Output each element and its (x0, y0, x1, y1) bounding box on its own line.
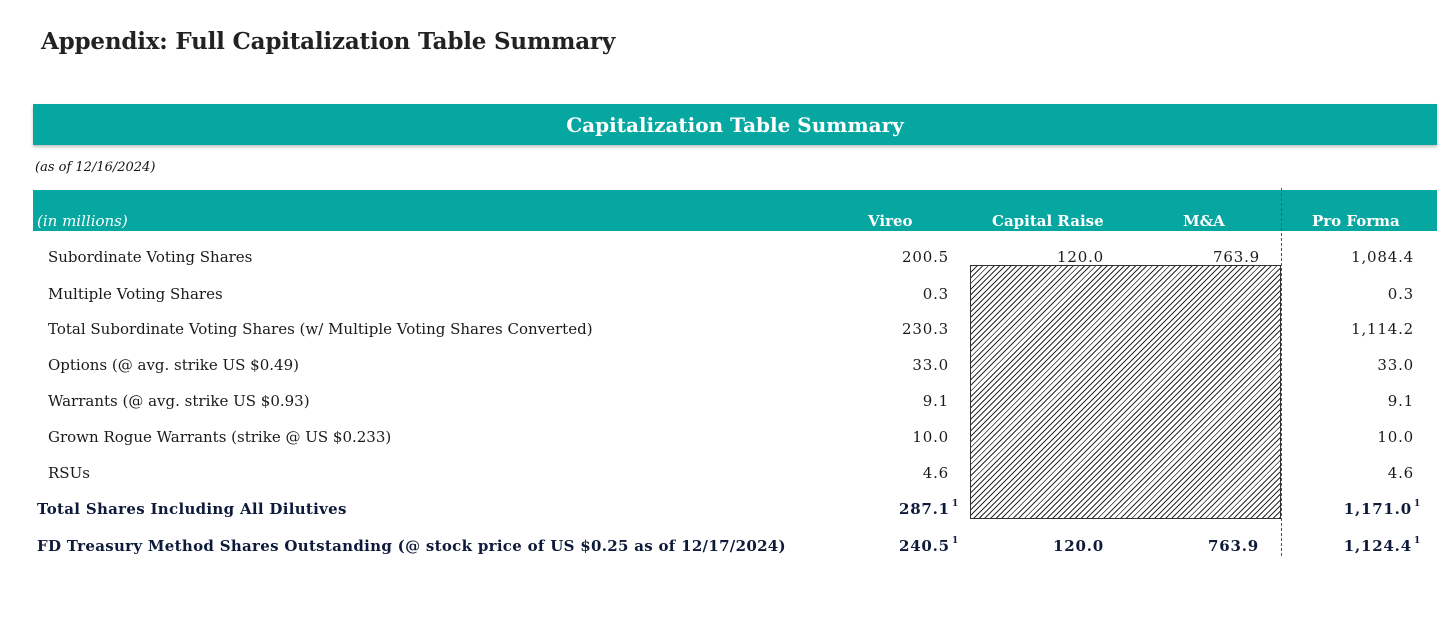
vireo-value: 10.0 (912, 428, 949, 446)
footnote-marker: 1 (1413, 499, 1421, 509)
vireo-value: 33.0 (912, 356, 949, 374)
pro-forma-value: 0.3 (1387, 285, 1414, 303)
vireo-value: 240.5 1 (898, 536, 959, 555)
table-row: Warrants (@ avg. strike US $0.93) 9.1 9.… (0, 392, 1456, 416)
row-label: Options (@ avg. strike US $0.49) (48, 356, 299, 374)
table-row-fd-treasury: FD Treasury Method Shares Outstanding (@… (0, 536, 1456, 561)
hatched-empty-area (970, 265, 1281, 519)
vireo-value: 4.6 (922, 464, 949, 482)
pro-forma-value: 1,171.0 1 (1343, 499, 1421, 518)
pro-forma-value: 10.0 (1377, 428, 1414, 446)
vireo-value: 230.3 (902, 320, 949, 338)
table-row: Multiple Voting Shares 0.3 0.3 (0, 285, 1456, 309)
footnote-marker: 1 (951, 536, 959, 546)
column-header-vireo: Vireo (868, 212, 913, 230)
table-row: Options (@ avg. strike US $0.49) 33.0 33… (0, 356, 1456, 380)
row-label: Total Subordinate Voting Shares (w/ Mult… (48, 320, 593, 338)
as-of-date: (as of 12/16/2024) (35, 160, 156, 175)
table-row: Grown Rogue Warrants (strike @ US $0.233… (0, 428, 1456, 452)
vireo-value: 9.1 (922, 392, 949, 410)
page-title: Appendix: Full Capitalization Table Summ… (41, 28, 616, 55)
pro-forma-value: 1,124.4 1 (1343, 536, 1421, 555)
row-label: RSUs (48, 464, 90, 482)
table-row: Subordinate Voting Shares 200.5 120.0 76… (0, 248, 1456, 272)
pro-forma-value: 4.6 (1387, 464, 1414, 482)
row-label: FD Treasury Method Shares Outstanding (@… (37, 537, 786, 555)
row-label: Subordinate Voting Shares (48, 248, 253, 266)
column-header-pro-forma: Pro Forma (1312, 212, 1400, 230)
row-label: Grown Rogue Warrants (strike @ US $0.233… (48, 428, 392, 446)
footnote-marker: 1 (951, 499, 959, 509)
vireo-value: 287.1 1 (898, 499, 959, 518)
capital-raise-value: 120.0 (1053, 537, 1104, 555)
column-header-ma: M&A (1183, 212, 1225, 230)
pro-forma-value: 9.1 (1387, 392, 1414, 410)
ma-value: 763.9 (1208, 537, 1259, 555)
table-banner: Capitalization Table Summary (33, 104, 1437, 145)
pro-forma-value: 33.0 (1377, 356, 1414, 374)
table-row-total-dilutive: Total Shares Including All Dilutives 287… (0, 499, 1456, 524)
vireo-value: 0.3 (922, 285, 949, 303)
pro-forma-value: 1,084.4 (1351, 248, 1414, 266)
column-header-capital-raise: Capital Raise (992, 212, 1104, 230)
banner-title: Capitalization Table Summary (566, 112, 904, 137)
ma-value: 763.9 (1213, 248, 1260, 266)
row-label: Multiple Voting Shares (48, 285, 223, 303)
row-label: Total Shares Including All Dilutives (37, 500, 347, 518)
pro-forma-divider (1281, 188, 1282, 556)
table-row: Total Subordinate Voting Shares (w/ Mult… (0, 320, 1456, 344)
capital-raise-value: 120.0 (1057, 248, 1104, 266)
row-label: Warrants (@ avg. strike US $0.93) (48, 392, 310, 410)
units-label: (in millions) (37, 212, 128, 230)
footnote-marker: 1 (1413, 536, 1421, 546)
table-header-bar (33, 190, 1437, 231)
pro-forma-value: 1,114.2 (1351, 320, 1414, 338)
table-row: RSUs 4.6 4.6 (0, 464, 1456, 488)
vireo-value: 200.5 (902, 248, 949, 266)
